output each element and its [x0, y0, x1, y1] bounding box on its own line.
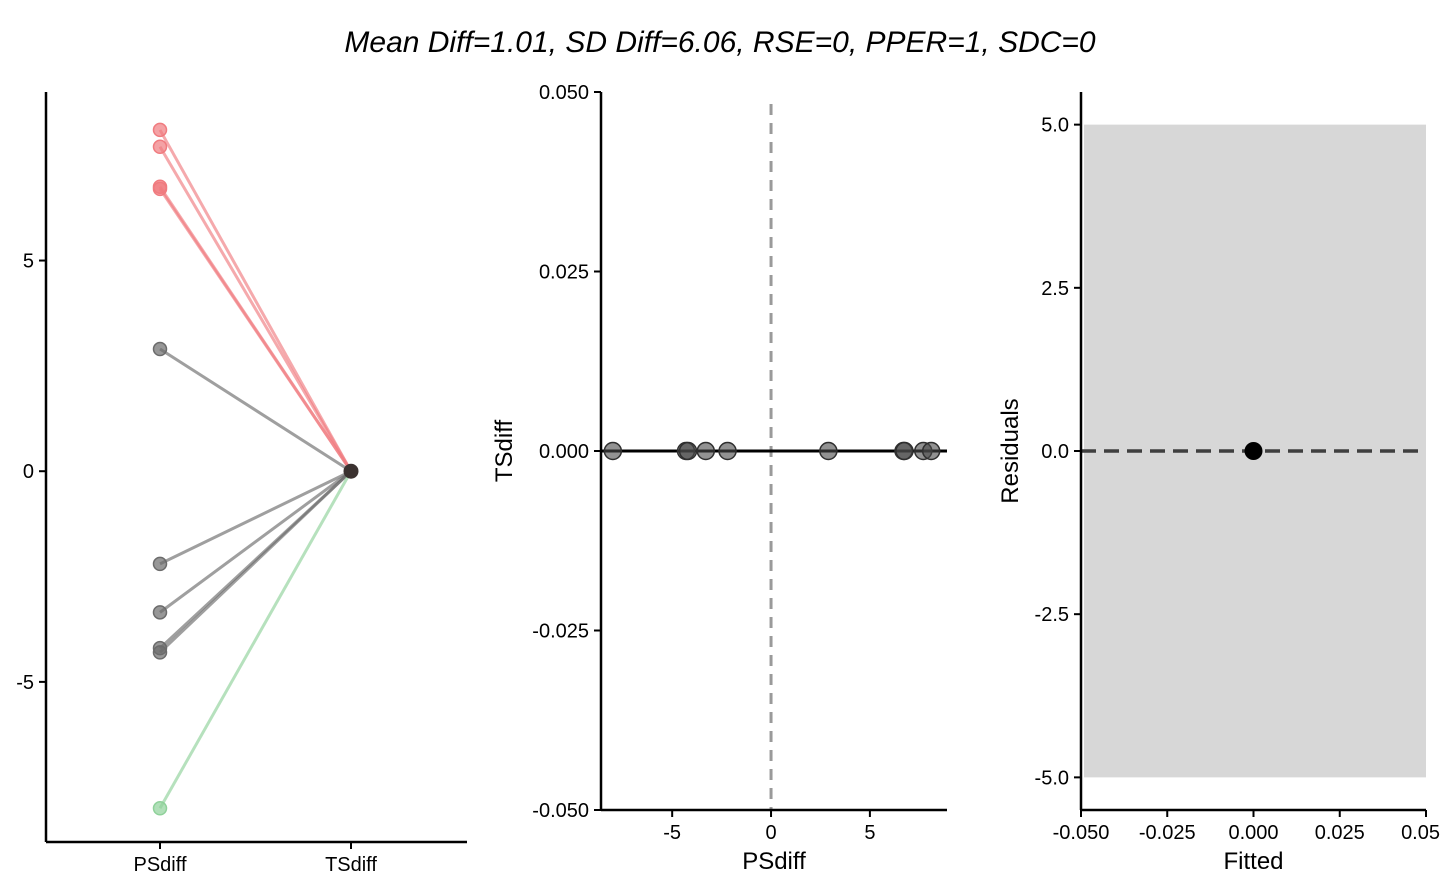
x-axis-title: PSdiff — [742, 848, 806, 875]
start-point — [152, 122, 168, 138]
y-tick-label: -0.025 — [532, 621, 589, 643]
x-tick-label: PSdiff — [134, 854, 187, 876]
data-point — [921, 441, 941, 461]
chart-title: Mean Diff=1.01, SD Diff=6.06, RSE=0, PPE… — [344, 26, 1096, 59]
y-tick-label: 0.025 — [539, 262, 589, 284]
start-point — [152, 556, 168, 572]
y-tick-label: 0 — [23, 461, 34, 483]
x-tick-label: 0.05 — [1401, 822, 1440, 844]
start-point — [152, 139, 168, 155]
x-tick-label: TSdiff — [325, 854, 377, 876]
y-tick-label: 5.0 — [1041, 115, 1069, 137]
start-point — [152, 801, 168, 816]
x-tick-label: -0.050 — [1053, 822, 1110, 844]
start-point — [152, 341, 168, 357]
pair-line — [158, 188, 353, 473]
x-tick-label: 0.000 — [1228, 822, 1278, 844]
y-tick-label: -2.5 — [1035, 604, 1069, 626]
data-point — [678, 441, 698, 461]
pair-line — [159, 469, 352, 566]
x-tick-label: -0.025 — [1139, 822, 1196, 844]
end-point — [343, 463, 359, 479]
start-point — [152, 605, 168, 620]
pair-line — [158, 470, 353, 810]
start-point — [152, 645, 168, 660]
pair-line — [158, 146, 353, 472]
data-point — [603, 441, 623, 461]
start-point — [152, 181, 168, 197]
data-point — [1244, 442, 1263, 460]
x-tick-label: 0 — [765, 822, 776, 844]
data-point — [819, 441, 838, 461]
panel-scatter: -0.050 -0.025 0.000 0.025 0.050 -5 0 5 PSdiff TSd… — [491, 82, 947, 875]
pair-line — [159, 347, 352, 473]
panel-residuals: -5.0 -2.5 0.0 2.5 5.0 -0.050 -0.025 0.000 0.025 0… — [997, 92, 1440, 875]
y-axis-title: TSdiff — [491, 420, 518, 483]
y-tick-label: 0.0 — [1041, 441, 1069, 463]
panel-paired-lines: -5 0 5 PSdiff TSdiff — [16, 92, 467, 876]
x-tick-label: 5 — [864, 822, 875, 844]
y-tick-label: 5 — [23, 251, 34, 273]
data-point — [895, 441, 914, 461]
y-tick-label: 2.5 — [1041, 278, 1069, 300]
y-tick-label: -5.0 — [1035, 767, 1069, 789]
y-tick-label: 0.000 — [539, 441, 589, 463]
data-point — [718, 441, 737, 461]
y-tick-label: -5 — [16, 672, 34, 694]
pair-line — [159, 470, 352, 614]
data-point — [696, 441, 716, 461]
x-tick-label: 0.025 — [1315, 822, 1365, 844]
y-tick-label: -0.050 — [532, 800, 589, 822]
y-axis-title: Residuals — [997, 398, 1024, 503]
x-axis-title: Fitted — [1223, 848, 1283, 875]
y-tick-label: 0.050 — [539, 82, 589, 104]
x-tick-label: -5 — [663, 822, 681, 844]
pair-line — [158, 470, 353, 654]
